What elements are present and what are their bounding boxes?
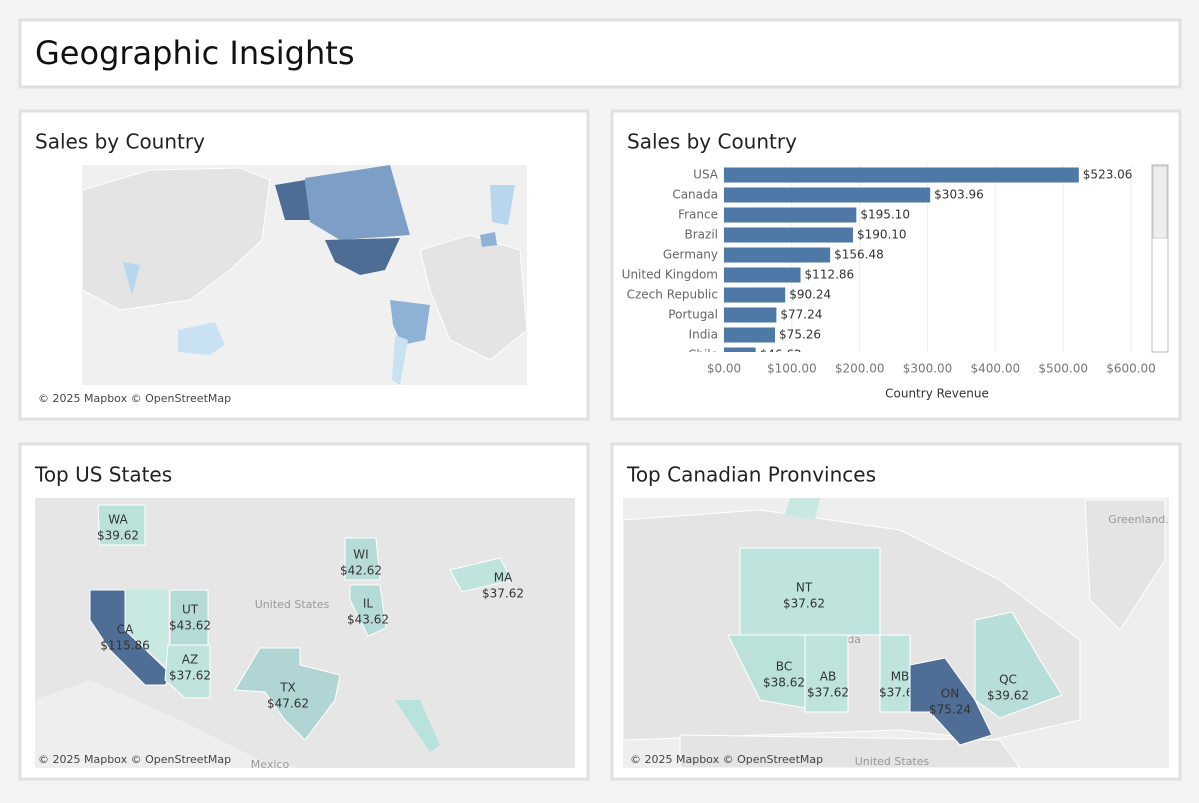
region-label: WA	[108, 513, 128, 527]
y-tick-label: France	[678, 208, 718, 222]
region-value: $38.62	[763, 676, 805, 690]
region-label: BC	[776, 660, 792, 674]
region-value: $39.62	[97, 529, 139, 543]
region-value: $37.62	[482, 587, 524, 601]
x-tick-label: $300.00	[903, 362, 953, 376]
region-label: MA	[494, 571, 513, 585]
panel-title: Sales by Country	[35, 130, 205, 154]
bar	[724, 307, 777, 323]
region	[169, 589, 209, 646]
region-label: MB	[891, 670, 910, 684]
bar	[724, 327, 776, 343]
map-place-label: Mexico	[251, 758, 290, 771]
y-tick-label: Germany	[663, 248, 718, 262]
y-tick-label: Canada	[672, 188, 718, 202]
region	[804, 634, 849, 713]
region-label: NT	[796, 581, 813, 595]
bar	[724, 167, 1079, 183]
data-label: $190.10	[857, 228, 907, 242]
region-label: QC	[999, 673, 1017, 687]
region-label: IL	[363, 597, 374, 611]
region	[234, 647, 341, 741]
y-tick-label: India	[689, 328, 718, 342]
scroll-thumb[interactable]	[1152, 165, 1168, 239]
region-label: WI	[353, 548, 368, 562]
region-value: $75.24	[929, 703, 971, 717]
region	[97, 504, 146, 546]
data-label: $112.86	[805, 268, 855, 282]
bar	[724, 247, 831, 263]
region-value: $47.62	[267, 697, 309, 711]
region-label: CA	[117, 623, 134, 637]
region-label: AB	[820, 670, 836, 684]
data-label: $75.26	[779, 328, 821, 342]
header	[18, 18, 1182, 89]
region-value: $115.86	[100, 639, 150, 653]
bar	[724, 347, 756, 352]
panel-title: Top Canadian Pronvinces	[626, 463, 876, 487]
bar	[724, 187, 931, 203]
x-axis-label: Country Revenue	[885, 387, 989, 401]
bar-chart-panel	[610, 109, 1182, 421]
x-tick-label: $0.00	[707, 362, 741, 376]
region-value: $43.62	[347, 613, 389, 627]
data-label: $195.10	[860, 208, 910, 222]
bar-area: USA $523.06 Canada $303.96 France $195.10 Braz…	[622, 165, 1133, 362]
attribution: © 2025 Mapbox © OpenStreetMap	[630, 753, 823, 766]
map-place-label: Greenland...	[1108, 513, 1176, 526]
map-place-label: United States	[255, 598, 330, 611]
region-value: $42.62	[340, 564, 382, 578]
x-tick-label: $200.00	[835, 362, 885, 376]
region	[89, 589, 173, 686]
page-title: Geographic Insights	[35, 34, 354, 72]
region-value: $37.62	[169, 669, 211, 683]
y-tick-label: United Kingdom	[622, 268, 718, 282]
x-tick-label: $100.00	[767, 362, 817, 376]
y-tick-label: Chile	[688, 348, 718, 362]
bar	[724, 227, 853, 243]
region-value: $37.62	[783, 597, 825, 611]
data-label: $77.24	[780, 308, 822, 322]
bar	[724, 267, 801, 283]
data-label: $523.06	[1083, 168, 1133, 182]
region	[344, 537, 381, 581]
x-tick-label: $600.00	[1106, 362, 1156, 376]
region	[164, 644, 211, 699]
data-label: $303.96	[934, 188, 984, 202]
canada-map: Greenland...CanadaUnited StatesNT$37.62B…	[623, 498, 1176, 768]
data-label: $90.24	[789, 288, 831, 302]
x-tick-label: $500.00	[1038, 362, 1088, 376]
panel-title: Sales by Country	[627, 130, 797, 154]
region-value: $37.62	[807, 686, 849, 700]
world-map	[81, 165, 528, 385]
region	[974, 611, 1063, 719]
region-label: TX	[279, 681, 296, 695]
region-value: $39.62	[987, 689, 1029, 703]
y-tick-label: Brazil	[685, 228, 719, 242]
region	[349, 584, 387, 637]
y-tick-label: Czech Republic	[627, 288, 718, 302]
region-label: AZ	[182, 653, 198, 667]
attribution: © 2025 Mapbox © OpenStreetMap	[38, 753, 231, 766]
region	[449, 557, 513, 593]
bar	[724, 207, 857, 223]
data-label: $46.62	[760, 348, 802, 362]
data-label: $156.48	[834, 248, 884, 262]
y-tick-label: USA	[693, 168, 719, 182]
attribution: © 2025 Mapbox © OpenStreetMap	[38, 392, 231, 405]
y-tick-label: Portugal	[668, 308, 718, 322]
region	[909, 657, 993, 746]
panel-title: Top US States	[34, 463, 172, 487]
region-value: $43.62	[169, 619, 211, 633]
x-tick-label: $400.00	[971, 362, 1021, 376]
region-label: ON	[941, 687, 959, 701]
us-map: United States Mexico WA $39.62 CA $115.86 UT $4…	[35, 498, 575, 771]
map-place-label: United States	[855, 755, 930, 768]
bar	[724, 287, 786, 303]
region-label: UT	[182, 603, 199, 617]
